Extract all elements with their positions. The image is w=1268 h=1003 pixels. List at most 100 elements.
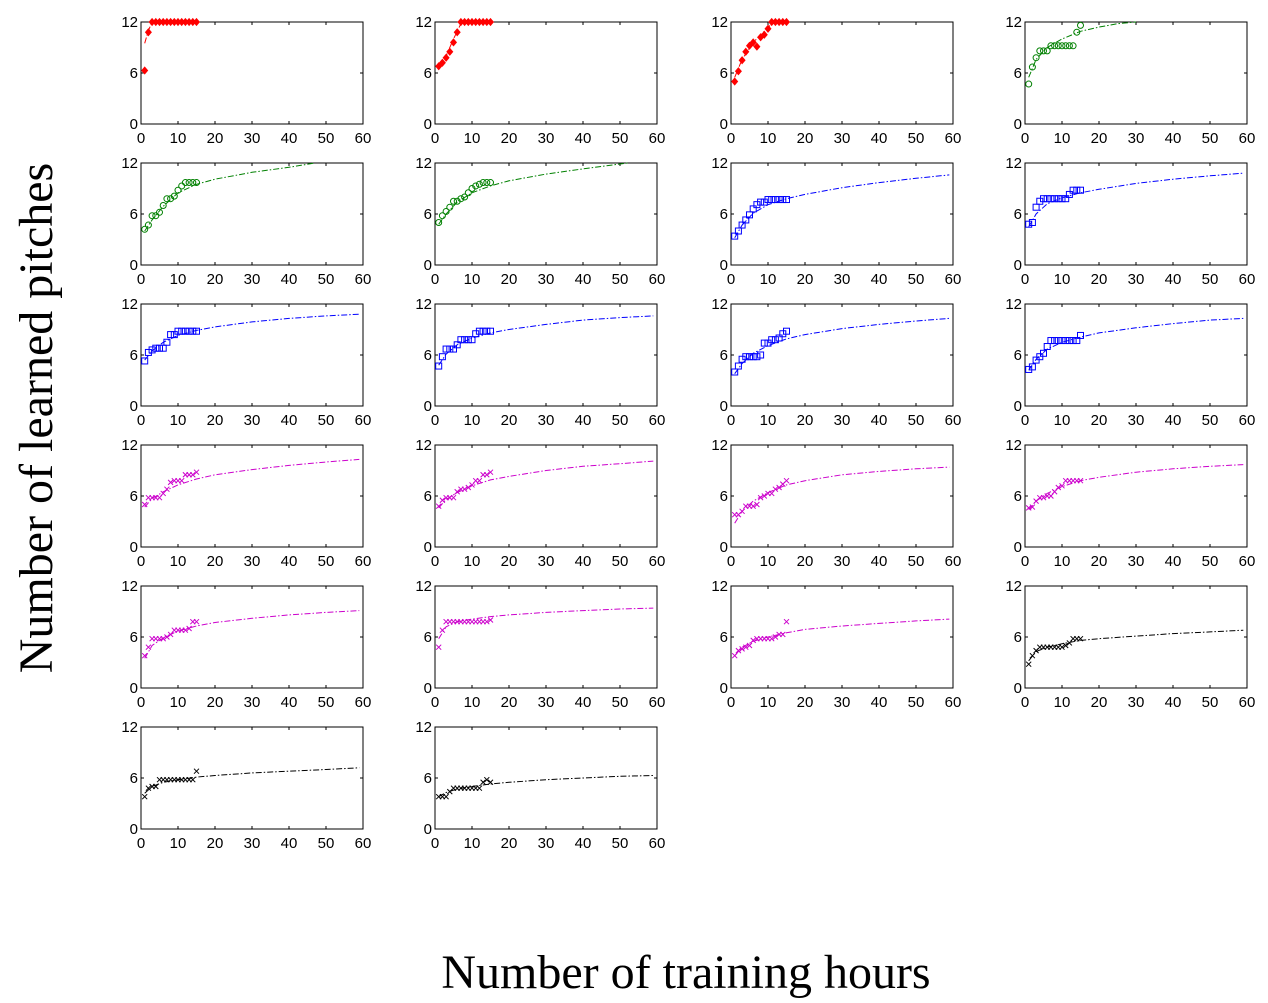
y-tick-label: 12 (711, 437, 728, 454)
data-point (749, 205, 757, 213)
x-tick-label: 0 (137, 271, 145, 288)
data-point (163, 195, 171, 203)
data-point (487, 469, 494, 476)
x-tick-label: 30 (244, 271, 261, 288)
data-point (182, 627, 189, 634)
x-tick-label: 20 (1091, 130, 1108, 147)
data-point (731, 368, 739, 376)
subplot-21: 0 10 20 30 40 50 60 0 6 12 (121, 719, 371, 852)
x-tick-label: 50 (318, 553, 335, 570)
x-tick-label: 0 (431, 553, 439, 570)
x-tick-label: 40 (575, 835, 592, 852)
x-tick-label: 20 (501, 271, 518, 288)
data-point (1047, 337, 1055, 345)
data-point (760, 339, 768, 347)
data-point (435, 644, 442, 651)
y-tick-label: 6 (1014, 488, 1022, 505)
x-tick-label: 60 (355, 271, 372, 288)
y-tick-label: 6 (720, 206, 728, 223)
data-point (170, 192, 178, 200)
x-tick-label: 60 (1239, 271, 1256, 288)
y-tick-label: 6 (424, 65, 432, 82)
subplot-2: 0 10 20 30 40 50 60 0 6 12 (415, 14, 665, 147)
data-point (1047, 42, 1055, 50)
x-tick-label: 0 (1021, 412, 1029, 429)
x-tick-label: 60 (945, 271, 962, 288)
x-tick-label: 60 (945, 553, 962, 570)
x-tick-label: 10 (170, 553, 187, 570)
data-point (731, 652, 738, 659)
data-point (461, 193, 469, 201)
data-point (439, 497, 446, 504)
y-tick-label: 0 (720, 680, 728, 697)
x-tick-label: 0 (727, 271, 735, 288)
y-tick-label: 12 (415, 719, 432, 736)
data-point (1077, 186, 1084, 194)
x-tick-label: 0 (431, 694, 439, 711)
data-point (1069, 186, 1077, 194)
data-point (739, 508, 745, 515)
data-point (141, 66, 149, 75)
y-tick-label: 12 (1005, 437, 1022, 454)
x-tick-label: 30 (538, 130, 555, 147)
data-point (141, 652, 148, 659)
x-tick-label: 0 (727, 130, 735, 147)
x-tick-label: 0 (727, 412, 735, 429)
x-tick-label: 30 (538, 412, 555, 429)
data-point (446, 47, 454, 56)
data-point (782, 17, 791, 27)
y-tick-label: 6 (720, 65, 728, 82)
data-point (189, 471, 196, 478)
x-tick-label: 60 (945, 130, 962, 147)
data-point (1055, 484, 1062, 491)
x-tick-label: 20 (797, 271, 814, 288)
data-point (1028, 219, 1036, 226)
data-point (735, 647, 742, 654)
x-tick-label: 50 (908, 412, 925, 429)
data-point (152, 344, 160, 352)
x-tick-label: 10 (464, 553, 481, 570)
y-tick-label: 0 (1014, 539, 1022, 556)
data-point (189, 179, 197, 187)
y-tick-label: 12 (121, 155, 138, 172)
subplot-6: 0 10 20 30 40 50 60 0 6 12 (415, 155, 665, 288)
x-tick-label: 40 (871, 412, 888, 429)
data-point (186, 625, 192, 632)
data-point (465, 484, 472, 491)
x-tick-label: 30 (244, 130, 261, 147)
y-tick-label: 6 (424, 206, 432, 223)
data-point (442, 53, 450, 62)
data-point (487, 179, 494, 187)
data-point (1077, 21, 1084, 29)
x-tick-label: 60 (1239, 412, 1256, 429)
x-tick-label: 40 (1165, 553, 1182, 570)
data-point (739, 646, 745, 652)
data-point (178, 327, 186, 335)
x-tick-label: 50 (612, 412, 629, 429)
fit-curve (144, 458, 360, 508)
x-tick-label: 60 (649, 271, 666, 288)
data-point (144, 28, 152, 37)
x-tick-label: 60 (649, 553, 666, 570)
y-tick-label: 12 (711, 14, 728, 31)
data-point (749, 353, 757, 361)
plot-frame (434, 21, 658, 125)
x-tick-label: 30 (1128, 412, 1145, 429)
data-point (734, 227, 742, 235)
plot-frame (1024, 162, 1248, 266)
x-tick-label: 50 (1202, 271, 1219, 288)
data-point (746, 642, 753, 649)
x-tick-label: 50 (908, 271, 925, 288)
y-tick-label: 6 (1014, 629, 1022, 646)
data-point (1069, 337, 1077, 345)
data-point (749, 38, 757, 47)
x-tick-label: 20 (501, 553, 518, 570)
x-tick-label: 50 (318, 130, 335, 147)
subplot-10: 0 10 20 30 40 50 60 0 6 12 (415, 296, 665, 429)
y-tick-label: 6 (720, 347, 728, 364)
x-tick-label: 30 (834, 271, 851, 288)
subplot-20: 0 10 20 30 40 50 60 0 6 12 (1005, 578, 1255, 711)
x-tick-label: 30 (538, 553, 555, 570)
subplot-12: 0 10 20 30 40 50 60 0 6 12 (1005, 296, 1255, 429)
x-tick-label: 40 (1165, 130, 1182, 147)
